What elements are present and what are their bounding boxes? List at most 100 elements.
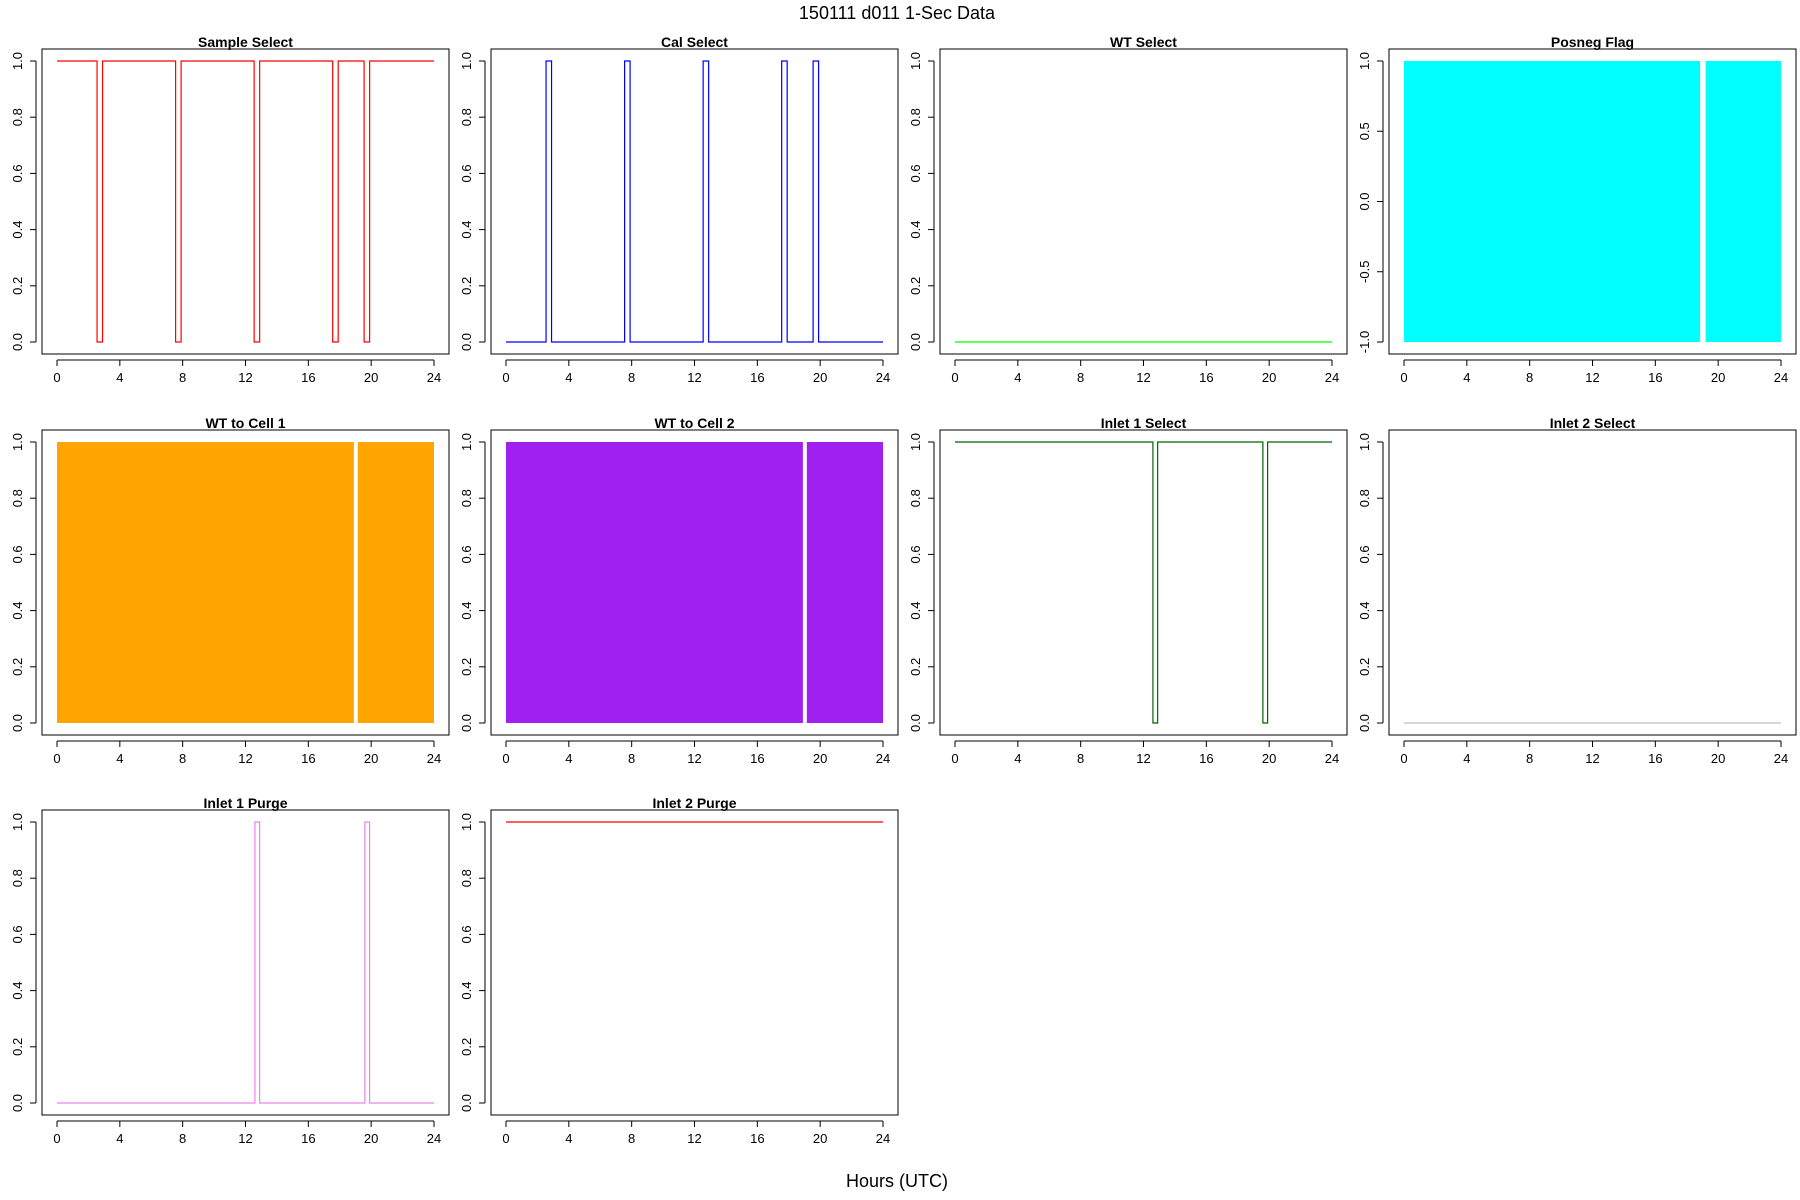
y-tick-label: 0.0 xyxy=(459,1094,474,1112)
y-tick-label: 0.2 xyxy=(1357,658,1372,676)
y-tick-label: 0.8 xyxy=(908,489,923,507)
x-tick-label: 20 xyxy=(1262,370,1276,385)
x-tick-label: 24 xyxy=(876,1131,890,1146)
x-tick-label: 12 xyxy=(1136,751,1150,766)
x-tick-label: 24 xyxy=(427,1131,441,1146)
x-tick-label: 8 xyxy=(1077,370,1084,385)
x-tick-label: 0 xyxy=(53,751,60,766)
series-line xyxy=(57,60,434,343)
chart-panel: Inlet 2 Purge 0 4 8 12 16 20 24 0.0 0.2 0.4 0.6 0.8 1… xyxy=(459,795,899,1146)
plot-frame xyxy=(490,429,899,736)
y-tick-label: 0.8 xyxy=(10,869,25,887)
x-tick-label: 16 xyxy=(1199,751,1213,766)
x-tick-label: 16 xyxy=(301,1131,315,1146)
chart-panel: Cal Select 0 4 8 12 16 20 24 0.0 0.2 0.4 0.6 0.8 1.0 xyxy=(459,34,899,385)
x-tick-label: 4 xyxy=(1014,370,1021,385)
x-tick-label: 20 xyxy=(813,1131,827,1146)
plot-frame xyxy=(1388,429,1797,736)
y-tick-label: 0.0 xyxy=(10,333,25,351)
plot-frame xyxy=(41,429,450,736)
x-tick-label: 4 xyxy=(1463,370,1470,385)
y-tick-label: 0.6 xyxy=(459,164,474,182)
y-tick-label: 0.0 xyxy=(459,333,474,351)
y-tick-label: 1.0 xyxy=(908,433,923,451)
x-tick-label: 8 xyxy=(179,1131,186,1146)
x-tick-label: 12 xyxy=(1136,370,1150,385)
panel-title: Posneg Flag xyxy=(1551,34,1634,50)
x-tick-label: 16 xyxy=(750,370,764,385)
x-tick-label: 0 xyxy=(502,370,509,385)
x-tick-label: 16 xyxy=(301,751,315,766)
y-tick-label: 0.8 xyxy=(459,489,474,507)
filled-area xyxy=(506,442,803,723)
y-tick-label: 0.8 xyxy=(459,108,474,126)
y-tick-label: 0.8 xyxy=(908,108,923,126)
y-tick-label: 1.0 xyxy=(10,52,25,70)
x-tick-label: 16 xyxy=(1648,751,1662,766)
x-tick-label: 0 xyxy=(1400,370,1407,385)
y-tick-label: 0.6 xyxy=(1357,545,1372,563)
y-tick-label: 0.4 xyxy=(1357,602,1372,620)
x-tick-label: 0 xyxy=(951,751,958,766)
x-tick-label: 12 xyxy=(238,751,252,766)
x-tick-label: 24 xyxy=(876,370,890,385)
x-tick-label: 24 xyxy=(427,370,441,385)
x-tick-label: 0 xyxy=(502,751,509,766)
y-tick-label: 0.2 xyxy=(10,277,25,295)
x-tick-label: 24 xyxy=(1774,751,1788,766)
y-tick-label: -1.0 xyxy=(1357,331,1372,353)
y-tick-label: 0.2 xyxy=(10,1038,25,1056)
y-tick-label: 1.0 xyxy=(459,52,474,70)
x-tick-label: 4 xyxy=(565,370,572,385)
x-tick-label: 8 xyxy=(179,370,186,385)
x-tick-label: 20 xyxy=(1711,370,1725,385)
chart-panel: WT to Cell 1 0 4 8 12 16 20 24 0.0 0.2 0.4 0.6 0.8 1.… xyxy=(10,415,450,766)
x-tick-label: 12 xyxy=(687,1131,701,1146)
x-tick-label: 4 xyxy=(116,1131,123,1146)
x-tick-label: 16 xyxy=(750,1131,764,1146)
series-line xyxy=(506,60,883,343)
x-tick-label: 20 xyxy=(364,1131,378,1146)
x-tick-label: 8 xyxy=(628,1131,635,1146)
y-tick-label: 0.0 xyxy=(1357,192,1372,210)
y-tick-label: 1.0 xyxy=(10,433,25,451)
y-tick-label: 0.2 xyxy=(459,658,474,676)
x-tick-label: 0 xyxy=(53,1131,60,1146)
x-tick-label: 24 xyxy=(876,751,890,766)
x-tick-label: 12 xyxy=(238,370,252,385)
y-tick-label: 0.4 xyxy=(459,221,474,239)
y-tick-label: 0.6 xyxy=(10,164,25,182)
chart-panel: Inlet 1 Purge 0 4 8 12 16 20 24 0.0 0.2 0.4 0.6 0.8 1… xyxy=(10,795,450,1146)
y-tick-label: 0.2 xyxy=(908,658,923,676)
y-tick-label: 0.2 xyxy=(459,277,474,295)
y-tick-label: 0.4 xyxy=(908,221,923,239)
x-tick-label: 16 xyxy=(301,370,315,385)
y-tick-label: 0.8 xyxy=(1357,489,1372,507)
panel-title: WT Select xyxy=(1110,34,1177,50)
y-tick-label: 0.0 xyxy=(10,714,25,732)
y-tick-label: 0.2 xyxy=(459,1038,474,1056)
x-tick-label: 8 xyxy=(628,370,635,385)
chart-panel: Inlet 1 Select 0 4 8 12 16 20 24 0.0 0.2 0.4 0.6 0.8… xyxy=(908,415,1348,766)
panel-title: Inlet 1 Select xyxy=(1101,415,1187,431)
y-tick-label: 0.8 xyxy=(459,869,474,887)
plot-frame xyxy=(41,809,450,1116)
y-tick-label: 0.6 xyxy=(908,545,923,563)
figure-title: 150111 d011 1-Sec Data xyxy=(799,3,996,23)
x-tick-label: 20 xyxy=(813,751,827,766)
filled-area xyxy=(1705,61,1781,342)
chart-panel: Sample Select 0 4 8 12 16 20 24 0.0 0.2 0.4 0.6 0.8 1… xyxy=(10,34,450,385)
x-tick-label: 0 xyxy=(951,370,958,385)
filled-area xyxy=(806,442,883,723)
y-tick-label: 0.4 xyxy=(10,982,25,1000)
y-tick-label: 0.2 xyxy=(908,277,923,295)
x-tick-label: 16 xyxy=(750,751,764,766)
x-tick-label: 20 xyxy=(813,370,827,385)
x-tick-label: 0 xyxy=(53,370,60,385)
y-tick-label: 0.4 xyxy=(459,602,474,620)
y-tick-label: 0.6 xyxy=(459,545,474,563)
plot-frame xyxy=(939,429,1348,736)
panel-title: Inlet 1 Purge xyxy=(203,795,287,811)
x-tick-label: 20 xyxy=(364,751,378,766)
